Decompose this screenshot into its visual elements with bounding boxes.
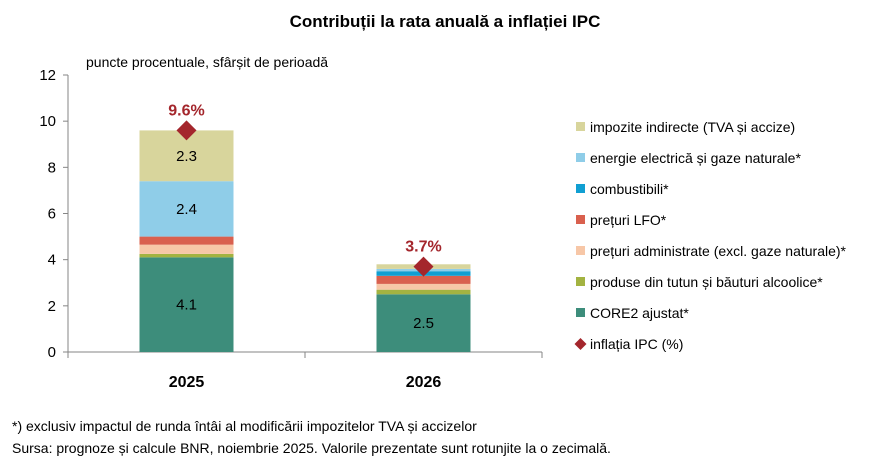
legend-swatch: [576, 308, 585, 317]
y-tick-label: 6: [48, 206, 56, 223]
y-tick-label: 0: [48, 344, 56, 361]
legend-swatch: [576, 122, 585, 131]
bar-segment: [139, 253, 234, 258]
cpi-label: 3.7%: [405, 239, 441, 256]
segment-label: 4.1: [176, 297, 197, 314]
bar-segment: [139, 181, 234, 237]
y-tick-label: 2: [48, 298, 56, 315]
chart-title: Contribuții la rata anuală a inflației I…: [290, 12, 601, 31]
legend-label: impozite indirecte (TVA și accize): [590, 119, 795, 135]
segment-label: 2.5: [413, 315, 434, 332]
legend-swatch: [574, 338, 587, 350]
legend-swatch: [576, 246, 585, 255]
legend-label: prețuri administrate (excl. gaze natural…: [590, 243, 847, 259]
legend-swatch: [576, 215, 585, 224]
category-label: 2026: [406, 374, 442, 391]
bar-segment: [376, 283, 471, 290]
y-tick-label: 12: [39, 67, 56, 84]
cpi-label: 9.6%: [168, 102, 204, 119]
bar-segment: [139, 257, 234, 352]
bar-segment: [376, 294, 471, 352]
legend-label: inflația IPC (%): [590, 336, 683, 352]
legend-label: energie electrică și gaze naturale*: [590, 150, 801, 166]
bar-segment: [376, 289, 471, 295]
cpi-marker: [413, 256, 434, 277]
y-tick-label: 4: [48, 252, 56, 269]
legend: impozite indirecte (TVA și accize) energi…: [574, 119, 847, 352]
bars: 4.1 2.4 2.3 2025 2.5 2026: [139, 130, 471, 391]
bar-segment: [139, 244, 234, 254]
y-tick-label: 8: [48, 159, 56, 176]
segment-label: 2.3: [176, 148, 197, 165]
y-axis-label: puncte procentuale, sfârșit de perioadă: [86, 54, 328, 70]
segment-label: 2.4: [176, 201, 197, 218]
y-tick-label: 10: [39, 113, 56, 130]
bar-segment: [376, 275, 471, 284]
legend-label: produse din tutun și băuturi alcoolice*: [590, 274, 823, 290]
category-label: 2025: [169, 374, 205, 391]
footnote: *) exclusiv impactul de runda întâi al m…: [12, 418, 477, 434]
legend-swatch: [576, 153, 585, 162]
bar-segment: [139, 236, 234, 245]
cpi-markers: 9.6% 3.7%: [168, 102, 442, 277]
legend-swatch: [576, 277, 585, 286]
cpi-marker: [176, 120, 197, 141]
legend-label: prețuri LFO*: [590, 212, 667, 228]
legend-label: combustibili*: [590, 181, 669, 197]
legend-label: CORE2 ajustat*: [590, 305, 689, 321]
source-note: Sursa: prognoze și calcule BNR, noiembri…: [12, 440, 611, 456]
legend-swatch: [576, 184, 585, 193]
